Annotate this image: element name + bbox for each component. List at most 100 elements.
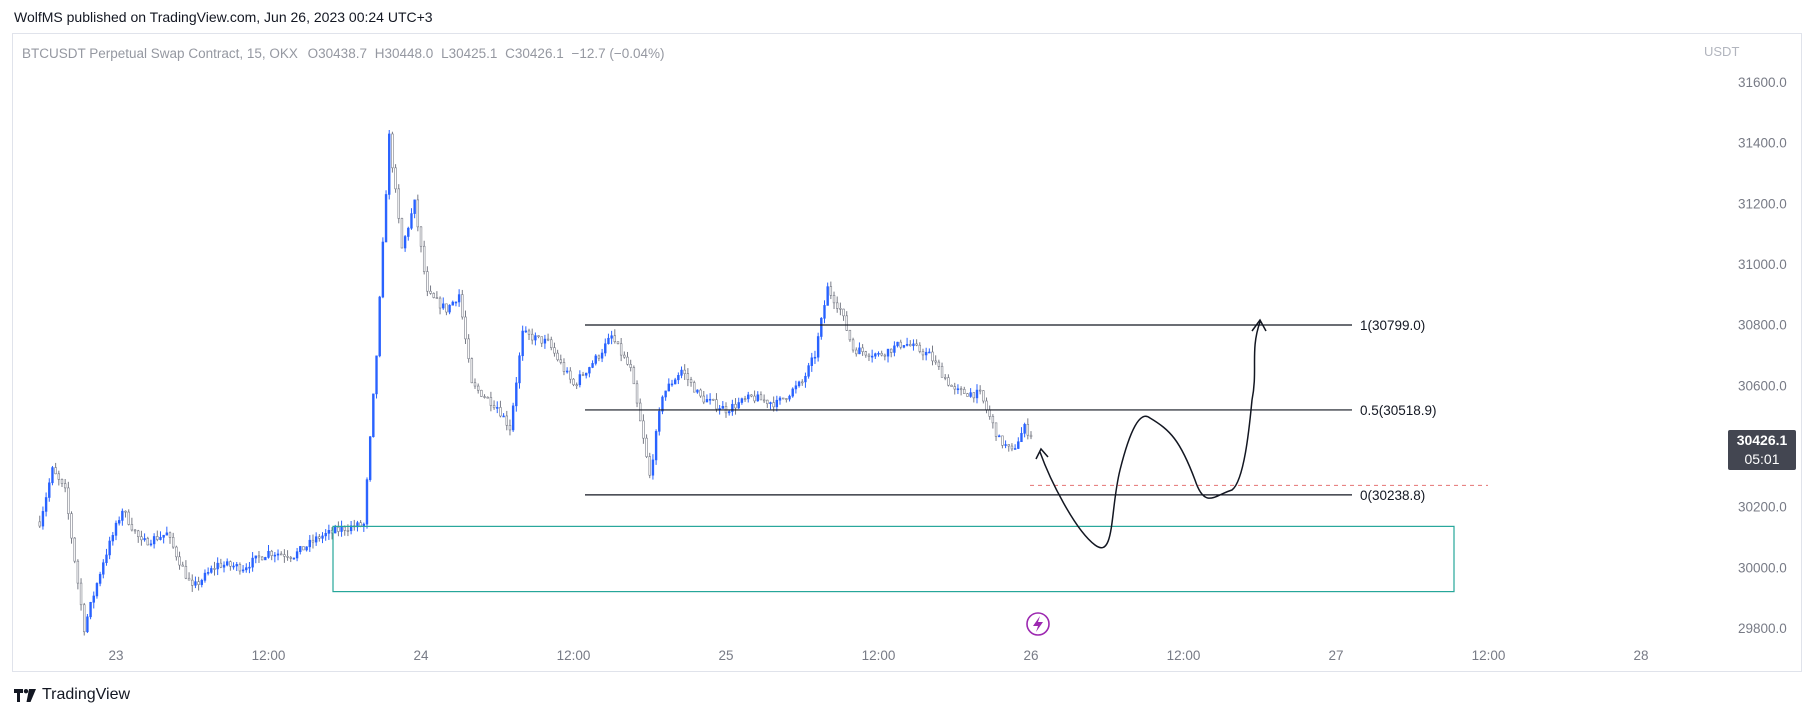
candle-body	[832, 295, 836, 304]
candle-down	[311, 534, 315, 549]
candle-body	[718, 408, 721, 410]
candle-body	[702, 395, 705, 403]
candle-body	[835, 302, 839, 309]
close-label: C	[505, 46, 515, 61]
candle-body	[527, 330, 531, 335]
candle-down	[184, 560, 188, 580]
candle-body	[426, 271, 429, 292]
candle-up	[874, 352, 877, 359]
candle-body	[1013, 448, 1017, 450]
candle-body	[953, 386, 956, 390]
candle-body	[550, 339, 553, 348]
candle-down	[623, 351, 626, 359]
candle-up	[594, 354, 597, 366]
candle-down	[683, 364, 686, 380]
candle-body	[534, 335, 537, 341]
candle-down	[883, 353, 887, 361]
candle-body	[57, 473, 61, 480]
candle-body	[133, 529, 137, 532]
candle-up	[708, 393, 712, 405]
last-price-tag: 30426.1 05:01	[1728, 430, 1796, 470]
candle-down	[280, 551, 283, 556]
candle-down	[832, 291, 836, 310]
candle-body	[797, 381, 801, 387]
candle-down	[73, 537, 76, 564]
candle-body	[181, 564, 184, 567]
brand-footer[interactable]: TradingView	[14, 686, 130, 704]
candle-down	[429, 285, 432, 295]
candle-body	[934, 360, 937, 363]
candle-up	[775, 395, 779, 412]
candle-up	[998, 434, 1001, 438]
candle-up	[378, 295, 381, 358]
candle-body	[747, 394, 750, 400]
candle-up	[368, 435, 372, 482]
candle-body	[492, 405, 496, 409]
candle-down	[988, 405, 991, 420]
candle-body	[1020, 433, 1023, 443]
candle-body	[324, 533, 327, 537]
candle-body	[89, 601, 92, 618]
candle-body	[299, 546, 302, 552]
candle-up	[956, 384, 960, 395]
low-label: L	[441, 46, 449, 61]
candle-body	[467, 338, 470, 359]
candle-down	[712, 398, 715, 401]
candle-body	[963, 389, 966, 394]
candle-body	[912, 343, 915, 347]
candle-body	[108, 540, 111, 556]
candle-body	[238, 564, 242, 572]
candle-up	[518, 352, 521, 389]
candle-body	[524, 330, 528, 333]
candle-body	[851, 339, 855, 351]
candle-up	[816, 332, 820, 362]
candle-body	[661, 396, 664, 412]
candle-up	[737, 397, 740, 410]
candle-body	[972, 392, 976, 399]
candle-body	[727, 411, 731, 414]
candle-body	[839, 308, 842, 310]
candle-up	[159, 531, 162, 541]
candle-down	[54, 462, 57, 475]
projection-path	[1039, 321, 1261, 549]
candle-down	[848, 329, 852, 342]
candle-body	[400, 218, 404, 249]
candle-body	[372, 393, 375, 438]
candle-body	[1001, 435, 1004, 446]
candle-body	[578, 374, 582, 386]
candle-up	[381, 237, 385, 299]
candle-body	[975, 389, 979, 399]
candle-down	[435, 291, 439, 299]
candle-up	[442, 297, 445, 310]
candle-body	[556, 352, 559, 361]
candle-body	[283, 554, 286, 557]
candle-body	[540, 336, 543, 344]
candle-down	[1010, 443, 1014, 452]
candle-down	[569, 367, 572, 384]
y-tick-label: 31000.0	[1738, 257, 1787, 272]
candle-body	[38, 521, 41, 527]
candle-up	[912, 339, 915, 351]
candle-body	[664, 390, 667, 398]
candle-body	[956, 388, 960, 391]
candle-body	[280, 553, 283, 556]
candle-down	[38, 515, 41, 529]
candle-up	[610, 330, 613, 345]
candle-body	[476, 385, 480, 391]
candle-down	[302, 546, 305, 551]
candle-body	[585, 372, 588, 376]
candle-body	[588, 367, 591, 374]
candle-down	[616, 341, 620, 345]
candle-down	[168, 531, 172, 544]
candle-body	[419, 226, 423, 247]
candle-body	[880, 352, 883, 356]
candle-up	[162, 534, 165, 544]
candle-down	[476, 383, 480, 394]
candle-body	[76, 560, 80, 584]
candle-down	[60, 478, 64, 488]
candle-body	[321, 535, 324, 539]
candle-body	[245, 567, 248, 571]
candle-body	[111, 535, 115, 542]
candle-up	[905, 337, 909, 347]
